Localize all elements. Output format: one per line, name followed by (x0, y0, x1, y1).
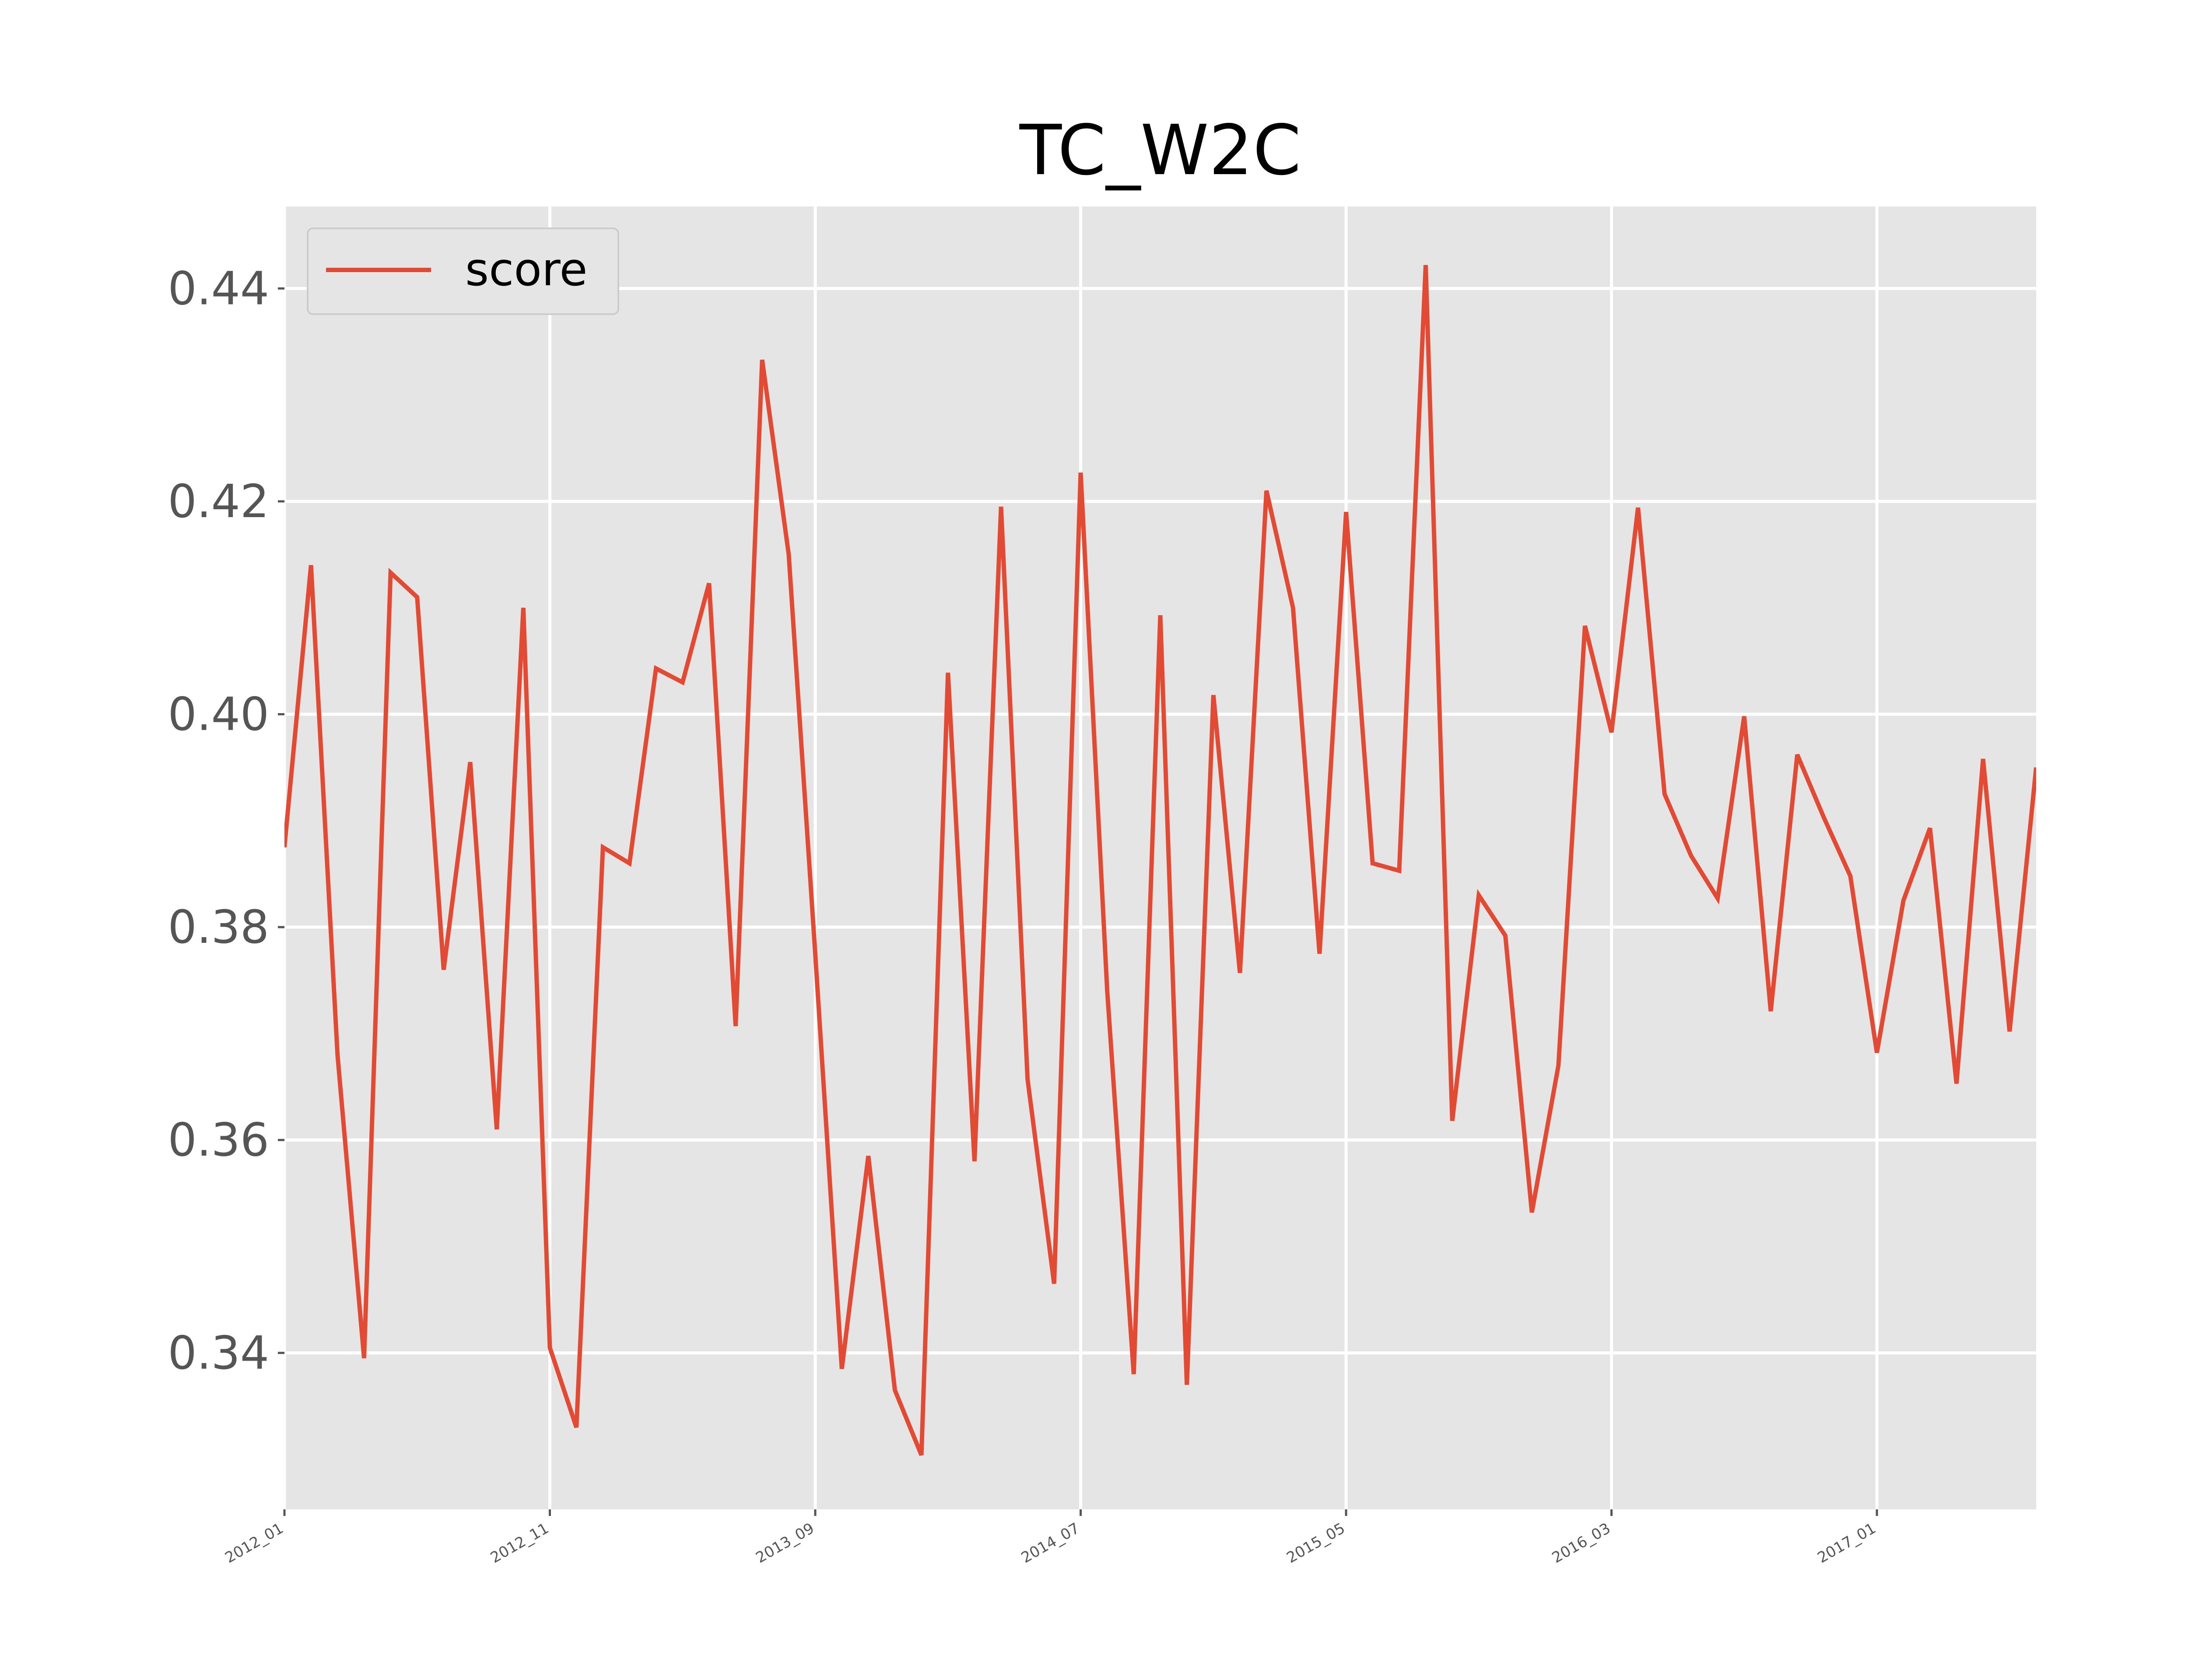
y-tick-label: 0.42 (168, 475, 269, 528)
y-axis: 0.34 0.36 0.38 0.40 0.42 0.44 (168, 262, 284, 1379)
plot-area (284, 206, 2036, 1509)
y-tick-label: 0.38 (168, 900, 269, 954)
legend-label: score (465, 243, 587, 296)
legend[interactable]: score (307, 228, 619, 315)
y-tick-label: 0.40 (168, 688, 269, 741)
y-tick-label: 0.36 (168, 1113, 269, 1167)
y-tick-label: 0.44 (168, 262, 269, 315)
series-line-score (284, 265, 2036, 1456)
chart-title: TC_W2C (1019, 110, 1301, 191)
y-tick-label: 0.34 (168, 1326, 269, 1379)
series-layer (284, 265, 2036, 1456)
legend-box (307, 228, 619, 315)
